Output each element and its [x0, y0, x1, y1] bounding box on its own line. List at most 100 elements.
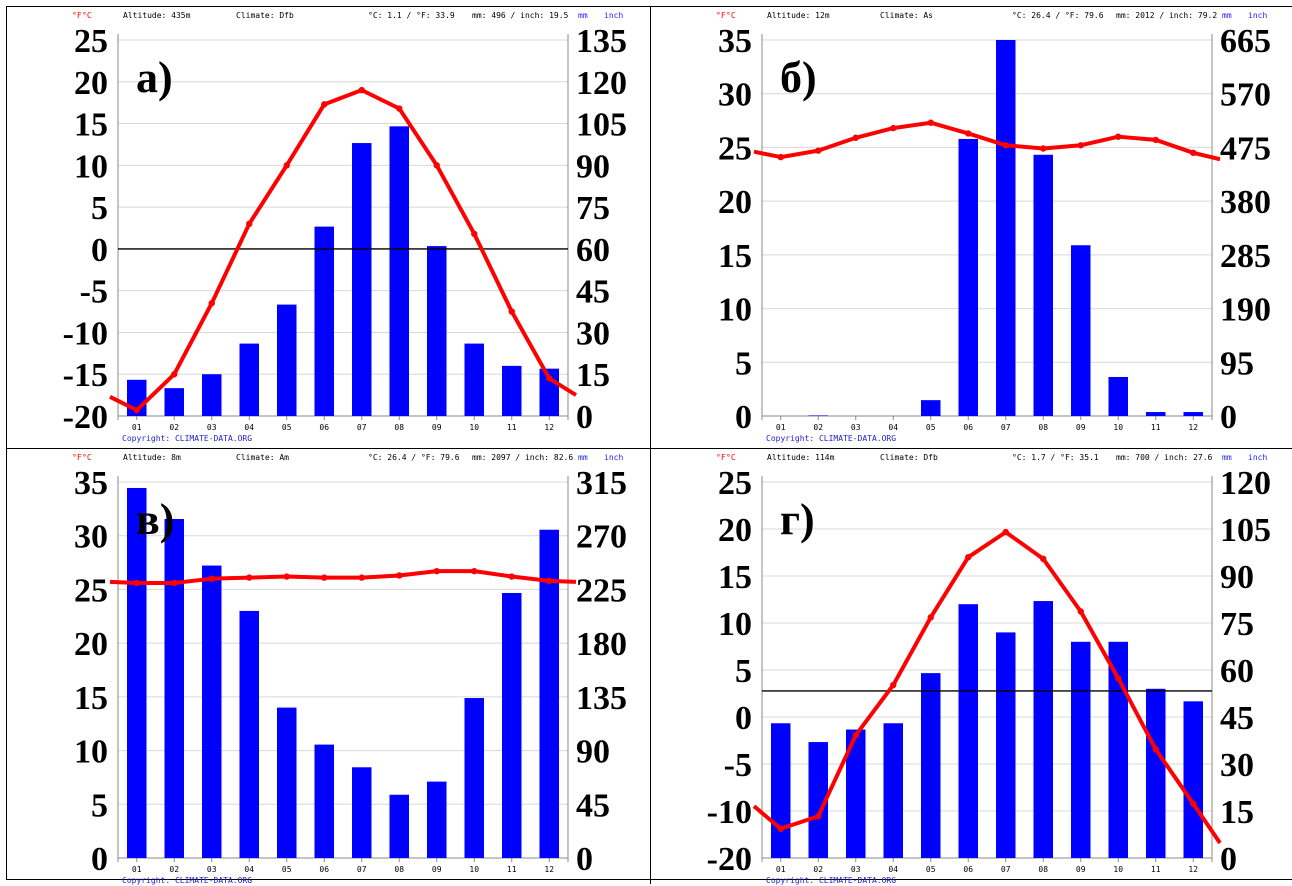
temperature-point [396, 572, 403, 579]
temperature-point [283, 573, 290, 580]
climate-chart-a: °F °C Altitude: 435m Climate: Dfb °C: 1.1 / … [8, 8, 648, 444]
right-tick-label: 665 [1220, 23, 1271, 60]
temperature-point [890, 124, 897, 132]
precip-bar [464, 343, 484, 416]
month-label: 06 [319, 423, 329, 432]
month-label: 05 [926, 423, 936, 432]
header-unit-c: °C [726, 453, 736, 462]
temperature-point [546, 375, 553, 382]
temperature-point [1077, 142, 1084, 149]
right-tick-label: 475 [1220, 130, 1271, 167]
right-tick-label: 190 [1220, 292, 1271, 329]
left-tick-label: -5 [724, 747, 752, 784]
temperature-point [283, 162, 290, 169]
month-label: 04 [888, 865, 898, 874]
right-tick-label: 135 [576, 680, 627, 717]
precip-bar [1146, 688, 1166, 858]
header-altitude: Altitude: 8m [123, 453, 181, 462]
precip-bar [846, 729, 866, 858]
right-tick-label: 90 [1220, 559, 1254, 596]
temperature-point [133, 406, 140, 414]
right-tick-label: 0 [576, 399, 593, 436]
left-tick-label: -5 [80, 274, 108, 311]
month-label: 08 [394, 423, 404, 432]
temperature-line [109, 88, 578, 413]
precip-bar [389, 794, 409, 858]
month-label: 01 [132, 423, 142, 432]
temperature-point [1002, 528, 1009, 536]
left-tick-label: 25 [718, 465, 752, 502]
precip-bar [277, 304, 297, 416]
header-altitude: Altitude: 114m [767, 453, 835, 462]
month-label: 05 [926, 865, 936, 874]
chart-svg: °F °C Altitude: 435m Climate: Dfb °C: 1.1 / … [63, 11, 627, 443]
right-tick-label: 285 [1220, 238, 1271, 275]
left-tick-label: 0 [91, 232, 108, 269]
precip-bar [1071, 245, 1091, 416]
temperature-point [508, 308, 515, 315]
left-tick-label: 25 [74, 23, 108, 60]
header-precip-total: mm: 496 / inch: 19.5 [472, 11, 569, 20]
chart-svg: °F °C Altitude: 114m Climate: Dfb °C: 1.7 / … [707, 453, 1271, 885]
month-label: 08 [394, 865, 404, 874]
month-label: 10 [469, 423, 479, 432]
precip-bar [202, 565, 222, 858]
left-tick-label: 15 [74, 680, 108, 717]
right-tick-label: 0 [1220, 841, 1237, 878]
temperature-point [965, 554, 972, 561]
month-label: 02 [169, 865, 179, 874]
right-tick-label: 90 [576, 734, 610, 771]
precip-bar [239, 343, 259, 416]
month-label: 11 [507, 865, 517, 874]
header-unit-c: °C [726, 11, 736, 20]
month-label: 01 [132, 865, 142, 874]
left-tick-label: 10 [74, 148, 108, 185]
left-tick-label: 35 [74, 465, 108, 502]
left-tick-label: -15 [63, 357, 108, 394]
header-unit-c: °C [82, 453, 92, 462]
month-label: 09 [1076, 865, 1086, 874]
left-tick-label: 20 [74, 65, 108, 102]
right-tick-label: 135 [576, 23, 627, 60]
left-tick-label: 5 [735, 653, 752, 690]
left-tick-label: 0 [91, 841, 108, 878]
precip-bar [921, 673, 941, 858]
precip-bar [539, 529, 559, 858]
left-tick-label: -20 [63, 399, 108, 436]
precip-bar [202, 374, 222, 416]
temperature-point [815, 813, 822, 820]
right-tick-label: 120 [1220, 465, 1271, 502]
month-label: 09 [432, 423, 442, 432]
precip-bar [1108, 641, 1128, 858]
header-unit-c: °C [82, 11, 92, 20]
precip-bar [164, 388, 184, 416]
month-label: 06 [319, 865, 329, 874]
temperature-point [208, 575, 215, 582]
left-tick-label: -10 [707, 794, 752, 831]
horizontal-divider [6, 448, 1292, 449]
temperature-point [471, 567, 478, 575]
temperature-point [508, 573, 515, 580]
month-label: 02 [813, 423, 823, 432]
header-temp-average: °C: 1.1 / °F: 33.9 [368, 11, 455, 20]
month-label: 04 [244, 865, 254, 874]
right-tick-label: 75 [576, 190, 610, 227]
right-tick-label: 45 [1220, 700, 1254, 737]
copyright-text: Copyright: CLIMATE-DATA.ORG [122, 876, 252, 885]
temperature-point [815, 147, 822, 154]
precip-bar [1033, 154, 1053, 417]
copyright-text: Copyright: CLIMATE-DATA.ORG [766, 434, 896, 443]
temperature-point [965, 130, 972, 137]
header-unit-inch: inch [604, 11, 623, 20]
temperature-point [1077, 608, 1084, 615]
copyright-text: Copyright: CLIMATE-DATA.ORG [766, 876, 896, 885]
precip-bar [1071, 641, 1091, 858]
header-unit-mm: mm [1222, 453, 1232, 462]
header-unit-inch: inch [1248, 453, 1267, 462]
panel-label: в) [136, 495, 174, 544]
temperature-point [321, 574, 328, 581]
right-tick-label: 15 [576, 357, 610, 394]
temperature-line [109, 569, 577, 585]
precip-bar [164, 519, 184, 858]
temperature-point [433, 162, 440, 169]
